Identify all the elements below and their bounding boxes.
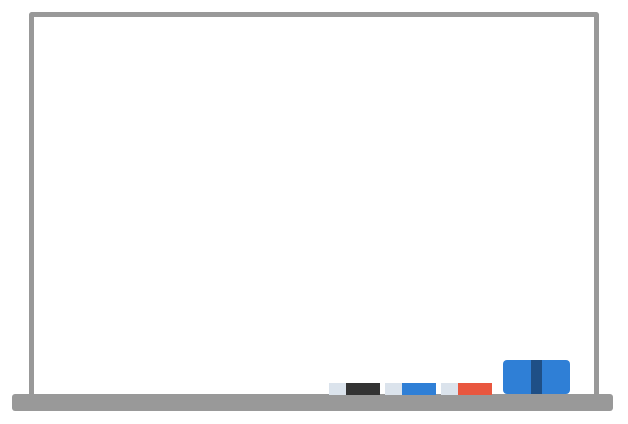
red-marker-icon[interactable]: [441, 383, 492, 395]
black-marker-icon[interactable]: [329, 383, 380, 395]
marker-body: [458, 383, 492, 395]
marker-body: [402, 383, 436, 395]
marker-tray: [12, 394, 613, 411]
eraser-handle: [531, 360, 542, 394]
marker-cap: [329, 383, 346, 395]
marker-cap: [385, 383, 402, 395]
marker-body: [346, 383, 380, 395]
blue-marker-icon[interactable]: [385, 383, 436, 395]
whiteboard-surface[interactable]: [29, 12, 599, 400]
marker-cap: [441, 383, 458, 395]
eraser-icon[interactable]: [503, 360, 570, 394]
